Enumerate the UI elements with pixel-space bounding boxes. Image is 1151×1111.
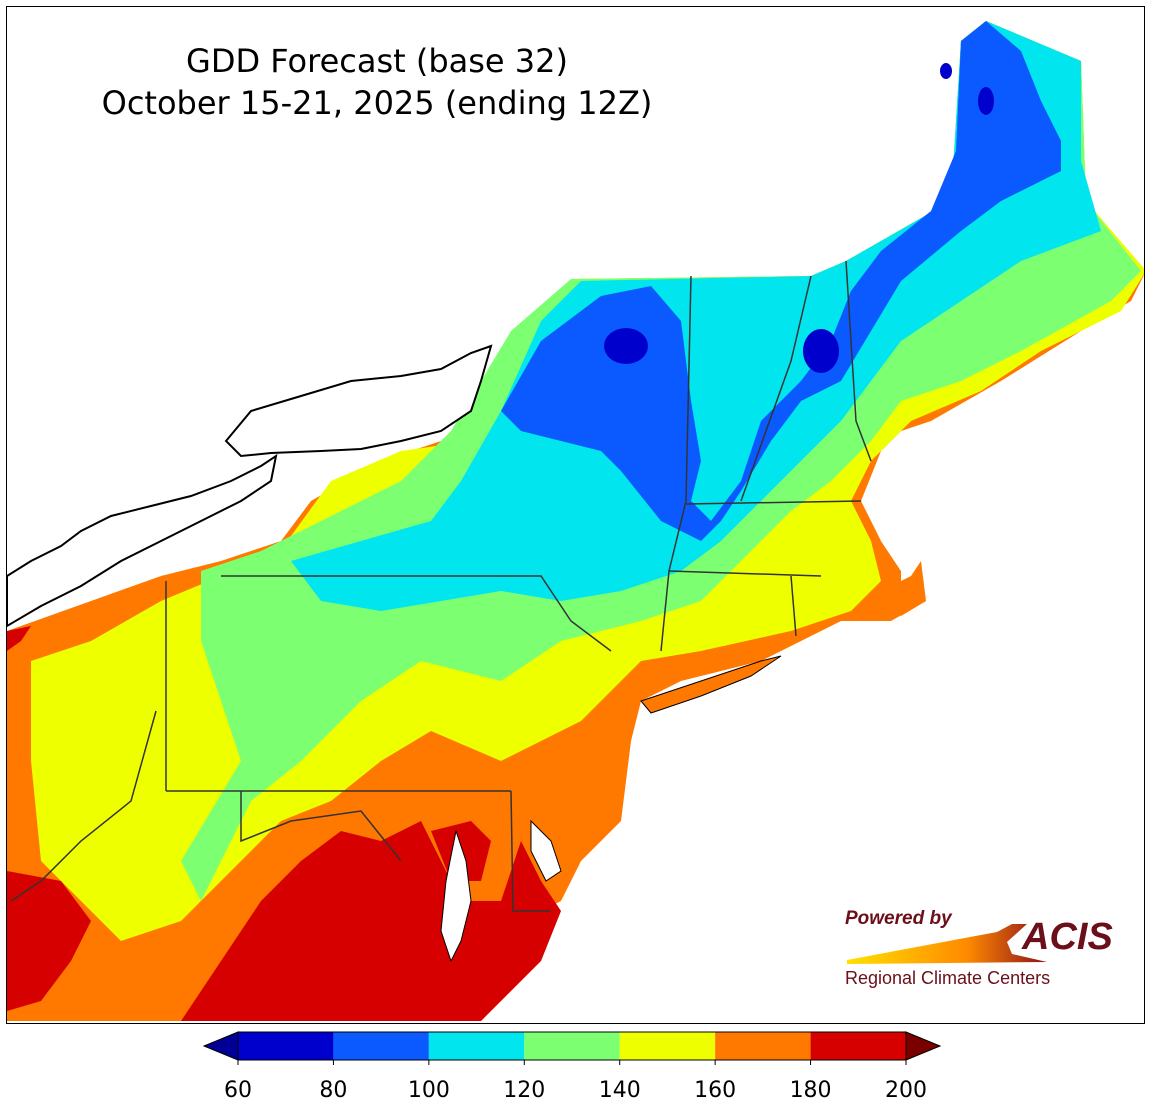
water	[7, 302, 1144, 1021]
colorbar-tick-label: 60	[224, 1078, 252, 1103]
map-title-line-1: GDD Forecast (base 32)	[186, 42, 568, 80]
zone-80-100	[501, 21, 1061, 541]
vt-nh-border	[740, 275, 812, 502]
colorbar-bin	[428, 1032, 525, 1060]
colorbar-over-arrow	[905, 1031, 942, 1061]
cape-cod	[881, 561, 926, 616]
logo-swoosh-icon	[847, 924, 1047, 964]
colorbar-bin	[810, 1032, 906, 1060]
state-borders	[10, 260, 872, 912]
zone-180-200-sw	[7, 871, 91, 1011]
zone-60-80-c	[978, 87, 994, 115]
map-frame: GDD Forecast (base 32) October 15-21, 20…	[6, 6, 1145, 1024]
delaware-bay	[530, 819, 562, 882]
ny-pa-border	[221, 575, 612, 652]
colorbar-bin	[238, 1032, 334, 1060]
logo-brand: ACIS	[1022, 916, 1113, 958]
ma-ct-border	[668, 570, 822, 577]
colorbar	[202, 1031, 942, 1065]
atlantic-ocean	[561, 302, 1144, 1021]
zone-180-200-s	[181, 821, 561, 1021]
logo-powered-by: Powered by	[845, 908, 952, 929]
colorbar-tick-label: 200	[885, 1078, 927, 1103]
land-shading	[7, 21, 1144, 1021]
long-island	[640, 655, 782, 714]
colorbar-tick-label: 180	[789, 1078, 832, 1103]
lake-ontario	[224, 344, 493, 458]
logo-subtitle: Regional Climate Centers	[845, 968, 1051, 988]
chesapeake	[440, 829, 472, 963]
colorbar-bin	[619, 1032, 716, 1060]
acis-logo: Powered by ACIS Regional Climate Centers	[837, 902, 1117, 997]
colorbar-under-arrow	[202, 1031, 239, 1061]
colorbar-tick-label: 160	[694, 1078, 737, 1103]
colorbar-bin	[524, 1032, 620, 1060]
ma-north-border	[685, 500, 862, 505]
zone-100-120	[291, 21, 1101, 611]
colorbar-tick-label: 100	[407, 1078, 450, 1103]
zone-60-80-a	[604, 328, 648, 364]
zone-60-80-b	[803, 329, 839, 373]
zone-180-200-ne-ohio	[7, 626, 31, 651]
de-border	[510, 790, 551, 912]
nh-me-border	[845, 260, 872, 462]
colorbar-tick-label: 120	[503, 1078, 546, 1103]
gdd-map	[7, 21, 1144, 1021]
colorbar-tick-label: 80	[319, 1078, 348, 1103]
colorbar-bin	[333, 1032, 429, 1060]
lake-erie	[7, 453, 278, 628]
ct-ri-border	[790, 575, 797, 637]
colorbar-tick-label: 140	[598, 1078, 641, 1103]
zone-60-80-d	[940, 63, 952, 79]
wv-border	[10, 710, 157, 902]
colorbar-border	[237, 1031, 907, 1061]
map-title-line-2: October 15-21, 2025 (ending 12Z)	[101, 84, 653, 122]
colorbar-bin	[715, 1032, 811, 1060]
md-va-border	[240, 791, 402, 862]
ny-vt-border	[660, 275, 692, 652]
